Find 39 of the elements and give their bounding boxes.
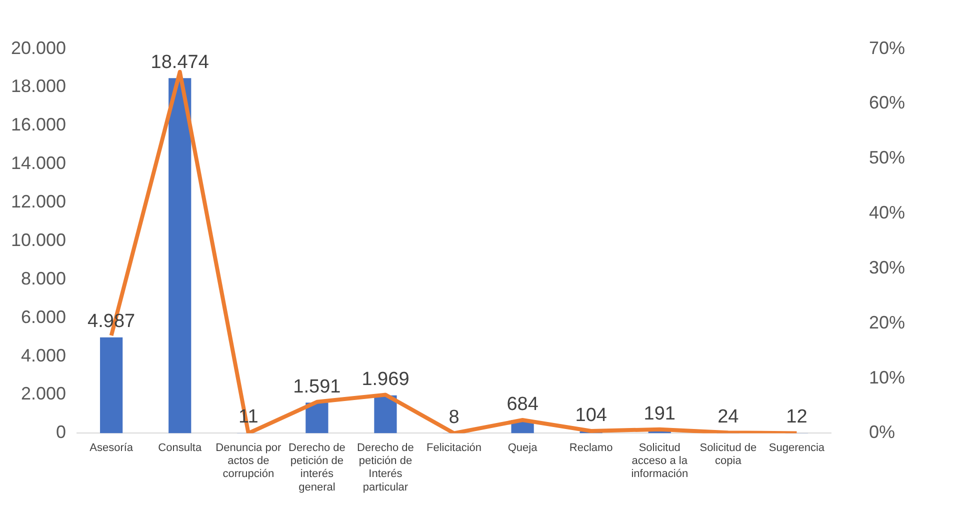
y-tick-label: 16.000: [10, 114, 66, 135]
data-label: 18.474: [150, 52, 210, 73]
y-tick-label: 12.000: [10, 192, 66, 212]
y2-tick-label: 30%: [868, 257, 906, 278]
y2-tick-label: 0%: [868, 422, 895, 442]
y2-tick-label: 60%: [868, 92, 906, 113]
y-tick-label: 20.000: [10, 38, 66, 58]
x-tick-label: Derecho de petición de Interés particular: [357, 442, 414, 494]
y2-tick-label: 50%: [868, 148, 906, 168]
y2-tick-label: 10%: [868, 367, 906, 388]
x-tick-label: Denuncia por actos de corrupción: [216, 442, 282, 480]
y-tick-label: 14.000: [10, 153, 66, 174]
x-tick-label: Felicitación: [426, 442, 482, 454]
data-label: 191: [644, 403, 676, 424]
x-tick-label: Consulta: [158, 442, 202, 454]
y-tick-label: 0: [56, 422, 66, 442]
y-tick-label: 18.000: [10, 76, 66, 96]
x-tick-label: Asesoría: [90, 442, 134, 454]
data-label: 684: [506, 394, 539, 415]
y-tick-label: 8.000: [21, 268, 66, 288]
x-tick-label: Derecho de petición de interés general: [288, 442, 346, 494]
y2-tick-label: 70%: [868, 38, 906, 58]
x-tick-label: Queja: [508, 442, 538, 454]
x-tick-label: Sugerencia: [768, 442, 826, 454]
x-tick-label: Solicitud acceso a la información: [631, 442, 688, 480]
data-label: 1.969: [362, 369, 410, 390]
data-label: 12: [786, 406, 808, 428]
data-label: 1.591: [293, 376, 341, 398]
y2-tick-label: 40%: [868, 202, 906, 223]
y-tick-label: 4.000: [21, 345, 66, 366]
x-tick-label: Reclamo: [569, 442, 613, 454]
y-tick-label: 10.000: [10, 230, 66, 250]
data-label: 24: [718, 406, 740, 428]
x-tick-label: Solicitud de copia: [700, 442, 757, 468]
y2-tick-label: 20%: [868, 312, 906, 332]
data-label: 104: [575, 404, 608, 426]
y-tick-label: 2.000: [21, 384, 66, 404]
data-label: 8: [448, 406, 460, 428]
y-tick-label: 6.000: [21, 306, 66, 327]
